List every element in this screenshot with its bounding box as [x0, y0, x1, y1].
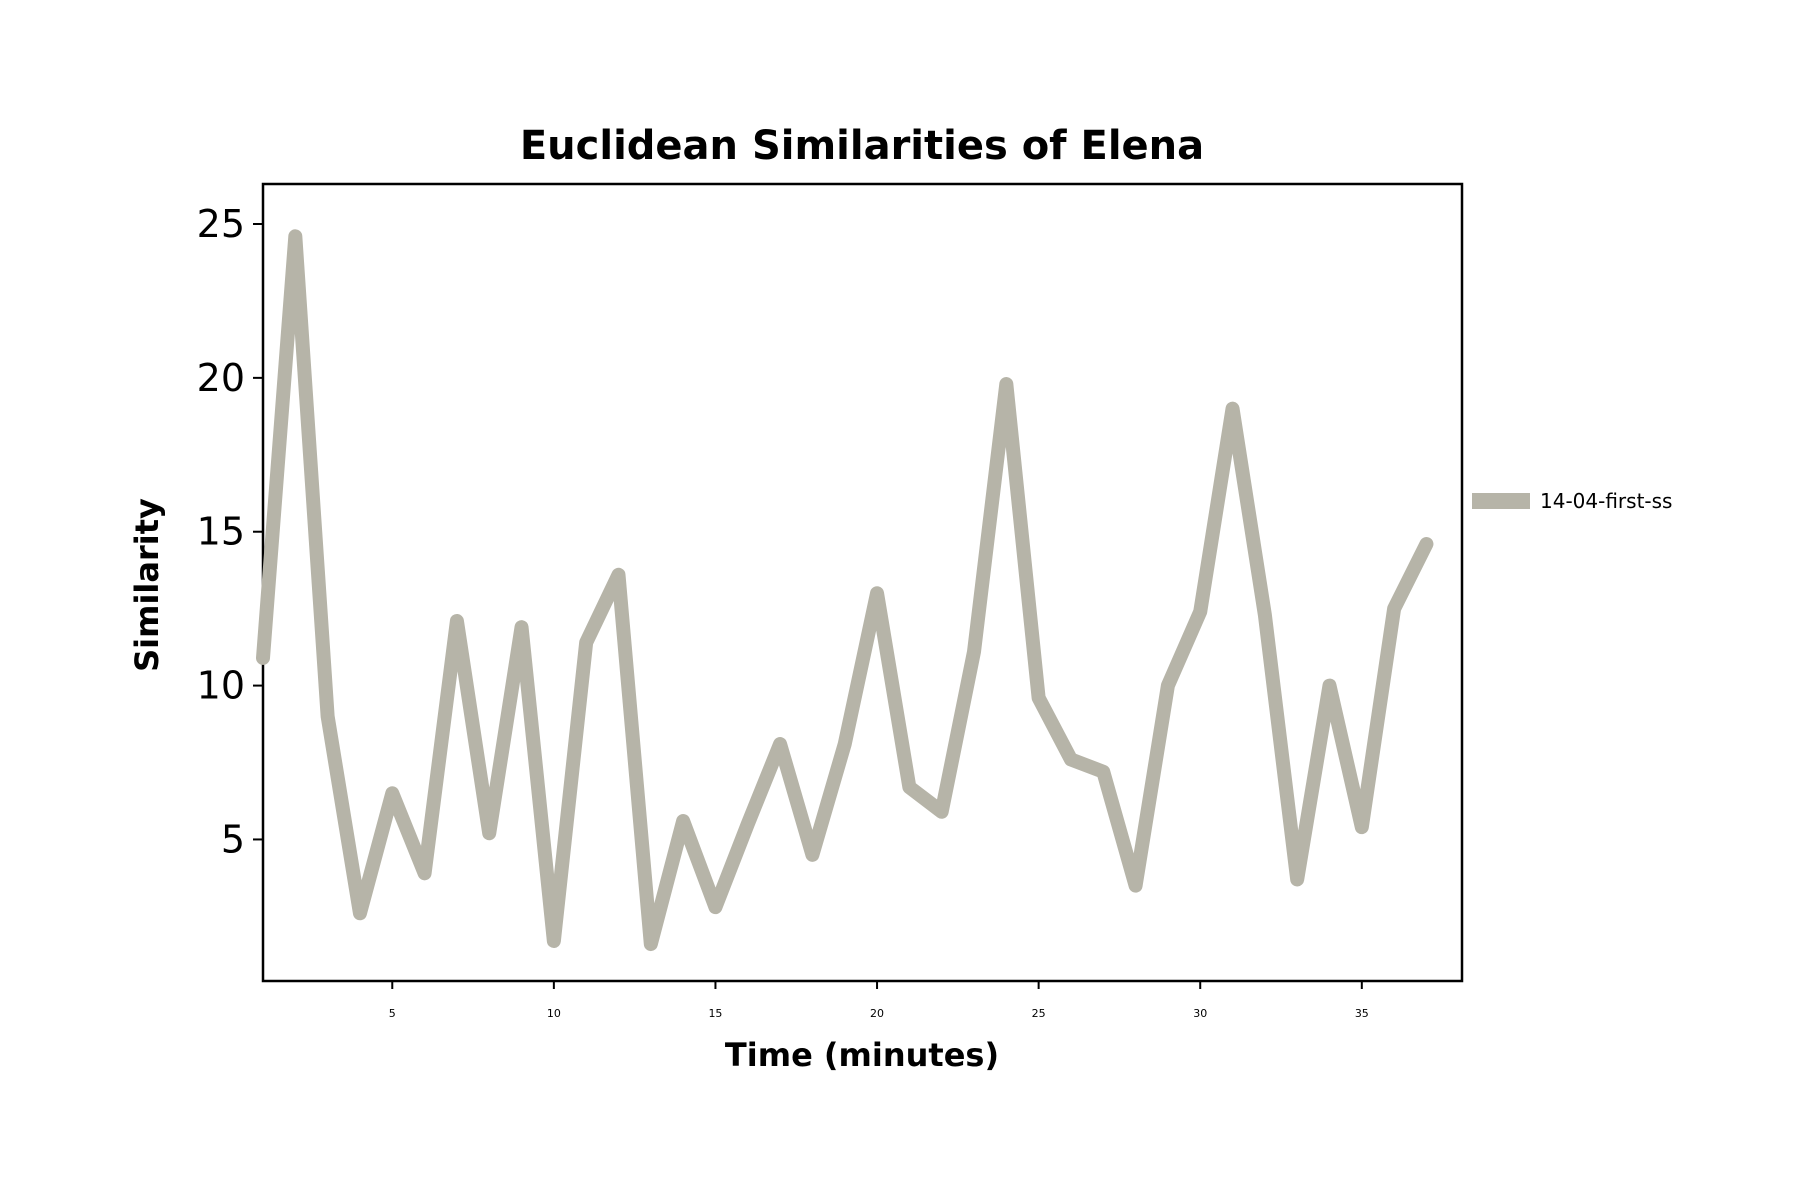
data-point — [681, 818, 686, 823]
y-axis: 5 10 15 20 25 — [197, 202, 263, 861]
data-point — [487, 831, 492, 836]
y-axis-label: Similarity — [128, 498, 166, 672]
data-point — [1295, 877, 1300, 882]
data-point — [1359, 825, 1364, 830]
data-point — [971, 649, 976, 654]
data-point — [842, 742, 847, 747]
data-point — [907, 785, 912, 790]
data-point — [422, 871, 427, 876]
data-point — [1004, 382, 1009, 387]
data-point — [648, 942, 653, 947]
data-point — [390, 791, 395, 796]
data-point — [939, 809, 944, 814]
series-line — [256, 229, 1434, 952]
x-tick-label: 25 — [1032, 1007, 1046, 1020]
data-point — [1198, 609, 1203, 614]
x-axis: 5 10 15 20 25 30 35 — [389, 981, 1369, 1020]
legend-label: 14-04-first-ss — [1540, 489, 1672, 513]
data-point — [261, 655, 265, 660]
y-tick-label: 10 — [197, 664, 245, 708]
data-point — [875, 591, 880, 596]
data-point — [745, 822, 750, 827]
data-point — [551, 938, 556, 943]
data-points — [261, 234, 1429, 947]
data-point — [454, 618, 459, 623]
data-point — [1424, 542, 1429, 547]
y-tick-label: 5 — [221, 817, 245, 861]
y-tick-label: 25 — [197, 202, 245, 246]
plot-area-frame — [261, 182, 1464, 983]
y-tick-label: 15 — [197, 510, 245, 554]
x-tick-label: 20 — [870, 1007, 884, 1020]
data-point — [713, 905, 718, 910]
data-point — [357, 911, 362, 916]
legend: 14-04-first-ss — [1472, 489, 1672, 513]
data-point — [519, 625, 524, 630]
data-point — [1392, 606, 1397, 611]
x-tick-label: 10 — [547, 1007, 561, 1020]
x-tick-label: 35 — [1355, 1007, 1369, 1020]
x-tick-label: 30 — [1193, 1007, 1207, 1020]
data-point — [1133, 883, 1138, 888]
data-point — [1327, 683, 1332, 688]
y-tick-label: 20 — [197, 356, 245, 400]
data-point — [1230, 406, 1235, 411]
data-point — [1068, 757, 1073, 762]
x-tick-label: 5 — [389, 1007, 396, 1020]
x-axis-label: Time (minutes) — [725, 1036, 999, 1074]
data-point — [810, 852, 815, 857]
data-point — [1101, 769, 1106, 774]
data-point — [778, 742, 783, 747]
x-tick-label: 15 — [708, 1007, 722, 1020]
data-point — [1165, 683, 1170, 688]
data-point — [1036, 695, 1041, 700]
data-point — [293, 234, 298, 239]
chart-title: Euclidean Similarities of Elena — [520, 123, 1204, 169]
data-point — [616, 572, 621, 577]
data-point — [1262, 612, 1267, 617]
data-point — [584, 640, 589, 645]
data-point — [325, 714, 330, 719]
